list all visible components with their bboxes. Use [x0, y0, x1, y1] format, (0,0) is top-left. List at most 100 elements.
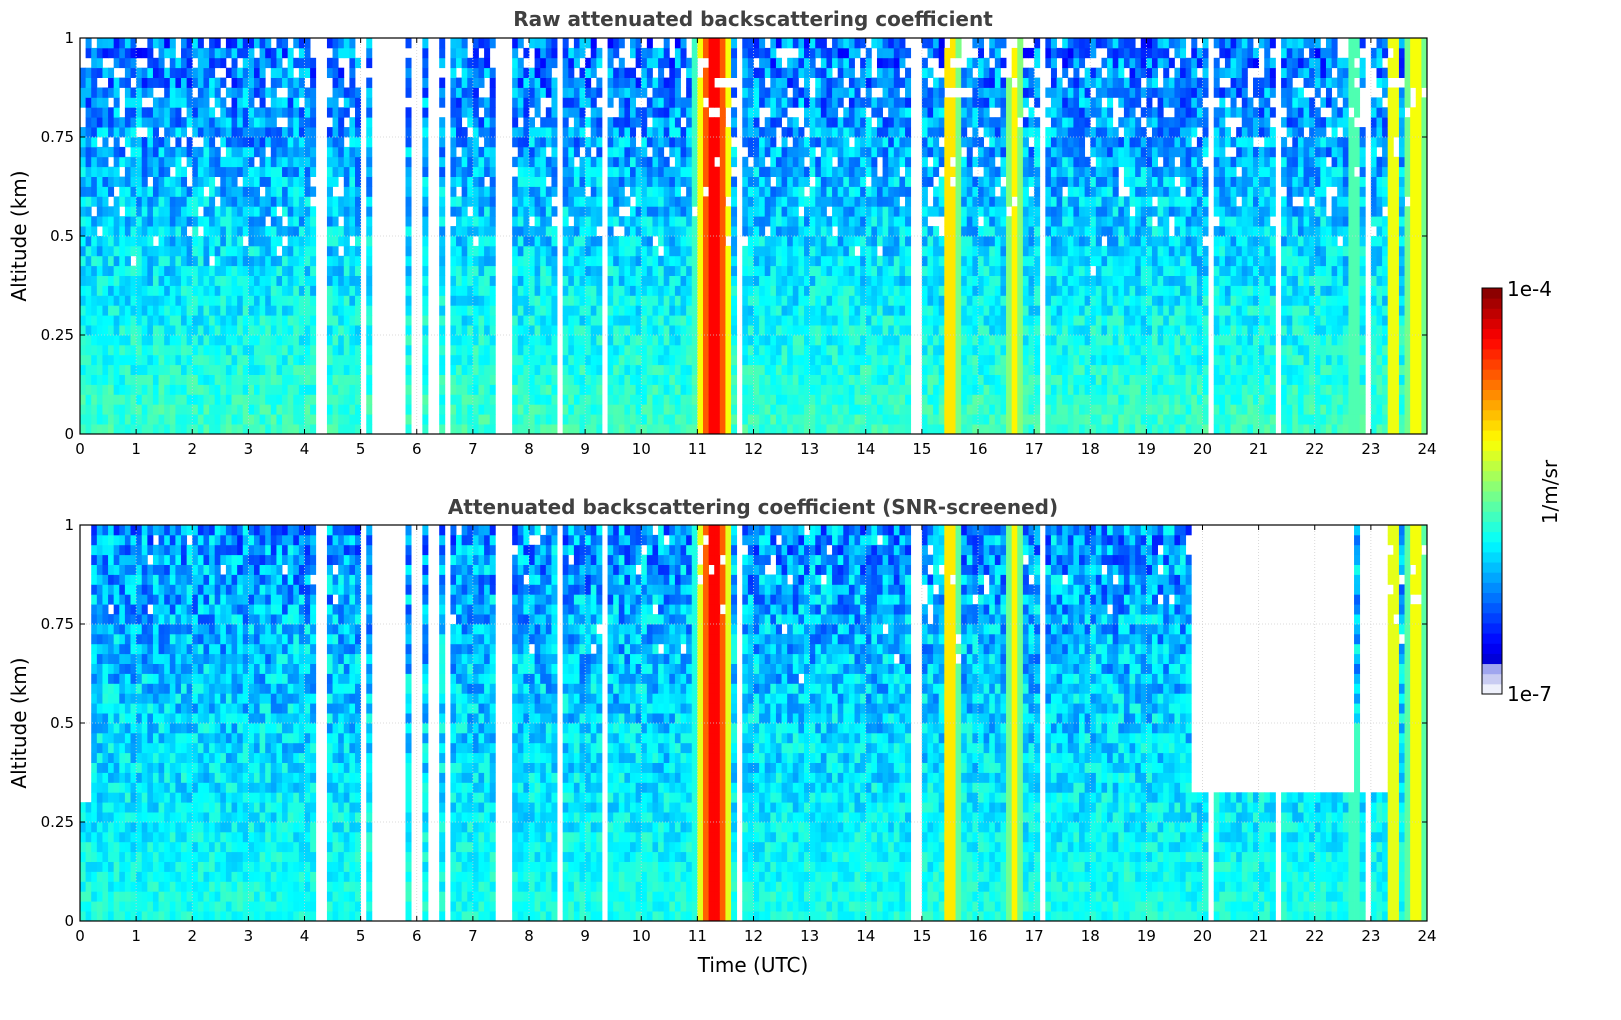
heatmap-cell	[787, 97, 794, 108]
heatmap-cell	[439, 335, 446, 346]
heatmap-cell	[405, 156, 412, 168]
heatmap-cell	[770, 265, 777, 276]
heatmap-cell	[298, 226, 305, 237]
heatmap-cell	[169, 77, 176, 88]
heatmap-cell	[96, 305, 103, 316]
heatmap-cell	[792, 186, 799, 197]
heatmap-cell	[731, 424, 738, 435]
heatmap-cell	[461, 404, 468, 415]
heatmap-cell	[686, 285, 693, 296]
heatmap-cell	[276, 146, 283, 158]
heatmap-cell	[573, 38, 580, 49]
heatmap-cell	[545, 67, 552, 78]
heatmap-cell	[248, 374, 255, 385]
heatmap-cell	[405, 255, 412, 267]
heatmap-cell	[237, 364, 244, 375]
heatmap-cell	[366, 216, 373, 227]
heatmap-cell	[770, 424, 777, 435]
heatmap-cell	[630, 117, 637, 128]
heatmap-cell	[478, 77, 485, 88]
heatmap-cell	[860, 364, 867, 375]
heatmap-cell	[355, 315, 362, 326]
heatmap-cell	[747, 196, 754, 207]
heatmap-cell	[85, 97, 92, 108]
heatmap-cell	[472, 255, 479, 267]
heatmap-cell	[540, 354, 547, 366]
heatmap-cell	[405, 206, 412, 217]
heatmap-cell	[326, 137, 333, 148]
heatmap-cell	[439, 364, 446, 375]
heatmap-cell	[568, 236, 575, 247]
heatmap-cell	[124, 156, 131, 168]
heatmap-cell	[596, 127, 603, 138]
heatmap-cell	[366, 87, 373, 98]
heatmap-cell	[175, 245, 182, 257]
heatmap-cell	[630, 146, 637, 158]
heatmap-cell	[820, 146, 827, 158]
heatmap-cell	[938, 236, 945, 247]
heatmap-cell	[108, 414, 115, 425]
heatmap-cell	[635, 344, 642, 356]
heatmap-cell	[562, 47, 569, 59]
heatmap-cell	[276, 344, 283, 356]
heatmap-cell	[697, 146, 704, 158]
heatmap-cell	[197, 107, 204, 118]
heatmap-cell	[899, 38, 906, 49]
heatmap-cell	[225, 196, 232, 207]
heatmap-cell	[439, 394, 446, 405]
heatmap-cell	[949, 404, 956, 415]
heatmap-cell	[253, 275, 260, 286]
heatmap-cell	[338, 156, 345, 168]
heatmap-cell	[181, 404, 188, 415]
heatmap-cell	[147, 424, 154, 435]
heatmap-cell	[775, 156, 782, 168]
heatmap-cell	[152, 156, 159, 168]
heatmap-cell	[231, 47, 238, 59]
heatmap-cell	[152, 137, 159, 148]
heatmap-cell	[439, 146, 446, 158]
heatmap-cell	[422, 414, 429, 425]
heatmap-cell	[579, 87, 586, 98]
heatmap-cell	[641, 384, 648, 395]
heatmap-cell	[691, 176, 698, 187]
heatmap-cell	[905, 245, 912, 257]
heatmap-cell	[837, 354, 844, 366]
heatmap-cell	[590, 137, 597, 148]
heatmap-cell	[658, 285, 665, 296]
heatmap-cell	[860, 176, 867, 187]
heatmap-cell	[130, 146, 137, 158]
heatmap-cell	[641, 374, 648, 385]
heatmap-cell	[854, 47, 861, 59]
heatmap-cell	[832, 404, 839, 415]
heatmap-cell	[310, 146, 317, 158]
heatmap-cell	[579, 285, 586, 296]
heatmap-cell	[220, 305, 227, 316]
heatmap-cell	[618, 196, 625, 207]
heatmap-cell	[938, 87, 945, 98]
heatmap-cell	[843, 137, 850, 148]
heatmap-cell	[450, 335, 457, 346]
heatmap-cell	[871, 414, 878, 425]
heatmap-cell	[719, 354, 726, 366]
heatmap-cell	[197, 236, 204, 247]
heatmap-cell	[775, 394, 782, 405]
heatmap-cell	[197, 255, 204, 267]
heatmap-cell	[147, 404, 154, 415]
heatmap-cell	[579, 226, 586, 237]
heatmap-cell	[310, 325, 317, 336]
heatmap-cell	[573, 335, 580, 346]
heatmap-cell	[164, 404, 171, 415]
heatmap-cell	[85, 216, 92, 227]
heatmap-cell	[237, 275, 244, 286]
heatmap-cell	[826, 127, 833, 138]
heatmap-cell	[725, 265, 732, 276]
heatmap-cell	[792, 196, 799, 207]
heatmap-cell	[837, 414, 844, 425]
heatmap-cell	[169, 196, 176, 207]
heatmap-cell	[585, 226, 592, 237]
heatmap-cell	[568, 424, 575, 435]
heatmap-cell	[938, 335, 945, 346]
heatmap-cell	[102, 424, 109, 435]
heatmap-cell	[298, 236, 305, 247]
heatmap-cell	[680, 414, 687, 425]
